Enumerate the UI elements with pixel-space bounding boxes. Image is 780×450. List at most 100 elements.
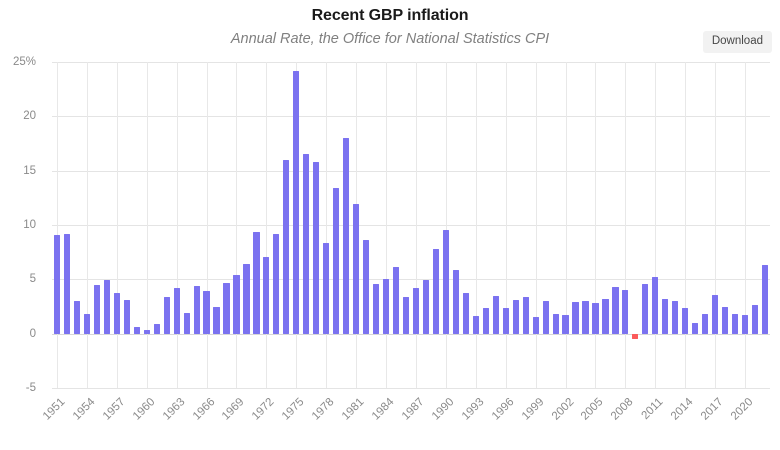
x-tick-label: 2011 [639, 396, 666, 422]
bar[interactable] [642, 283, 649, 334]
bar[interactable] [173, 288, 180, 334]
bar[interactable] [253, 231, 260, 334]
bar[interactable] [113, 293, 120, 334]
bar[interactable] [522, 296, 529, 334]
x-tick-label: 1984 [369, 396, 397, 423]
chart-subtitle: Annual Rate, the Office for National Sta… [230, 31, 550, 47]
bar[interactable] [163, 296, 170, 334]
vertical-gridline [715, 62, 717, 388]
y-tick-label: 15 [23, 164, 36, 177]
bar[interactable] [123, 299, 130, 334]
bar[interactable] [223, 282, 230, 334]
bar[interactable] [143, 330, 150, 334]
x-tick-label: 1999 [519, 396, 547, 423]
vertical-gridline [326, 62, 328, 388]
bar[interactable] [751, 305, 759, 334]
bar[interactable] [712, 294, 719, 334]
bar[interactable] [432, 248, 439, 334]
bar[interactable] [472, 316, 479, 334]
vertical-gridline [176, 62, 178, 388]
x-tick-label: 2014 [669, 396, 696, 423]
bar[interactable] [283, 159, 290, 334]
bar[interactable] [582, 301, 589, 334]
bar[interactable] [572, 302, 579, 334]
x-tick-label: 2020 [728, 396, 756, 423]
bar[interactable] [353, 204, 360, 334]
bar[interactable] [263, 256, 270, 334]
download-button[interactable]: Download [702, 31, 772, 53]
bar[interactable] [293, 70, 300, 334]
vertical-gridline [236, 62, 238, 388]
bar[interactable] [382, 279, 390, 334]
bar[interactable] [442, 230, 449, 334]
bar[interactable] [652, 277, 659, 334]
bar[interactable] [273, 233, 280, 334]
bar[interactable] [761, 265, 769, 334]
bar[interactable] [343, 138, 350, 334]
x-tick-label: 1960 [130, 396, 158, 423]
bar[interactable] [552, 314, 559, 334]
bar[interactable] [53, 234, 61, 334]
bar[interactable] [492, 295, 499, 334]
bar[interactable] [73, 301, 80, 334]
bar[interactable] [732, 314, 739, 334]
bar[interactable] [333, 188, 340, 334]
vertical-gridline [445, 62, 447, 388]
bar[interactable] [562, 315, 569, 334]
x-tick-label: 1996 [489, 396, 517, 423]
vertical-gridline [116, 62, 118, 388]
x-tick-label: 1951 [40, 396, 68, 423]
bar[interactable] [692, 322, 699, 334]
bar[interactable] [183, 313, 190, 334]
bar[interactable] [542, 301, 549, 334]
bar[interactable] [602, 298, 609, 334]
bar[interactable] [592, 303, 599, 334]
bar[interactable] [213, 306, 220, 334]
x-tick-label: 2017 [699, 396, 726, 423]
x-tick-label: 1963 [160, 396, 188, 423]
bar[interactable] [402, 296, 410, 334]
bar[interactable] [682, 307, 689, 334]
bar[interactable] [632, 333, 639, 340]
bar[interactable] [412, 288, 420, 334]
gridline [52, 170, 770, 172]
bar[interactable] [103, 280, 110, 334]
bar[interactable] [303, 154, 310, 334]
bar[interactable] [193, 285, 200, 334]
bar[interactable] [313, 161, 320, 334]
x-tick-label: 1978 [310, 396, 337, 423]
bar[interactable] [672, 301, 679, 334]
bar[interactable] [133, 327, 140, 334]
bar[interactable] [93, 284, 100, 334]
bar[interactable] [233, 274, 240, 334]
bar[interactable] [722, 306, 729, 334]
bar[interactable] [612, 286, 619, 334]
bar[interactable] [83, 314, 90, 334]
chart-title: Recent GBP inflation [311, 7, 469, 24]
bar[interactable] [363, 240, 370, 334]
bar[interactable] [502, 307, 509, 334]
bar[interactable] [622, 290, 629, 334]
bar[interactable] [452, 269, 459, 334]
x-tick-label: 1966 [190, 396, 218, 423]
vertical-gridline [415, 62, 417, 388]
bar[interactable] [323, 243, 330, 334]
vertical-gridline [475, 62, 477, 388]
bar[interactable] [662, 298, 669, 334]
bar[interactable] [482, 307, 489, 334]
bar[interactable] [512, 299, 519, 334]
x-tick-label: 1981 [340, 396, 367, 423]
bar[interactable] [243, 264, 250, 334]
bar[interactable] [392, 267, 400, 334]
bar[interactable] [462, 293, 469, 334]
bar[interactable] [203, 291, 210, 334]
bar[interactable] [373, 283, 380, 334]
bar[interactable] [532, 317, 539, 334]
bar[interactable] [63, 233, 71, 334]
vertical-gridline [146, 62, 148, 388]
bar[interactable] [741, 315, 749, 334]
bar[interactable] [702, 314, 709, 334]
bar[interactable] [153, 323, 160, 334]
bar[interactable] [422, 280, 430, 334]
x-tick-label: 2005 [579, 396, 606, 423]
